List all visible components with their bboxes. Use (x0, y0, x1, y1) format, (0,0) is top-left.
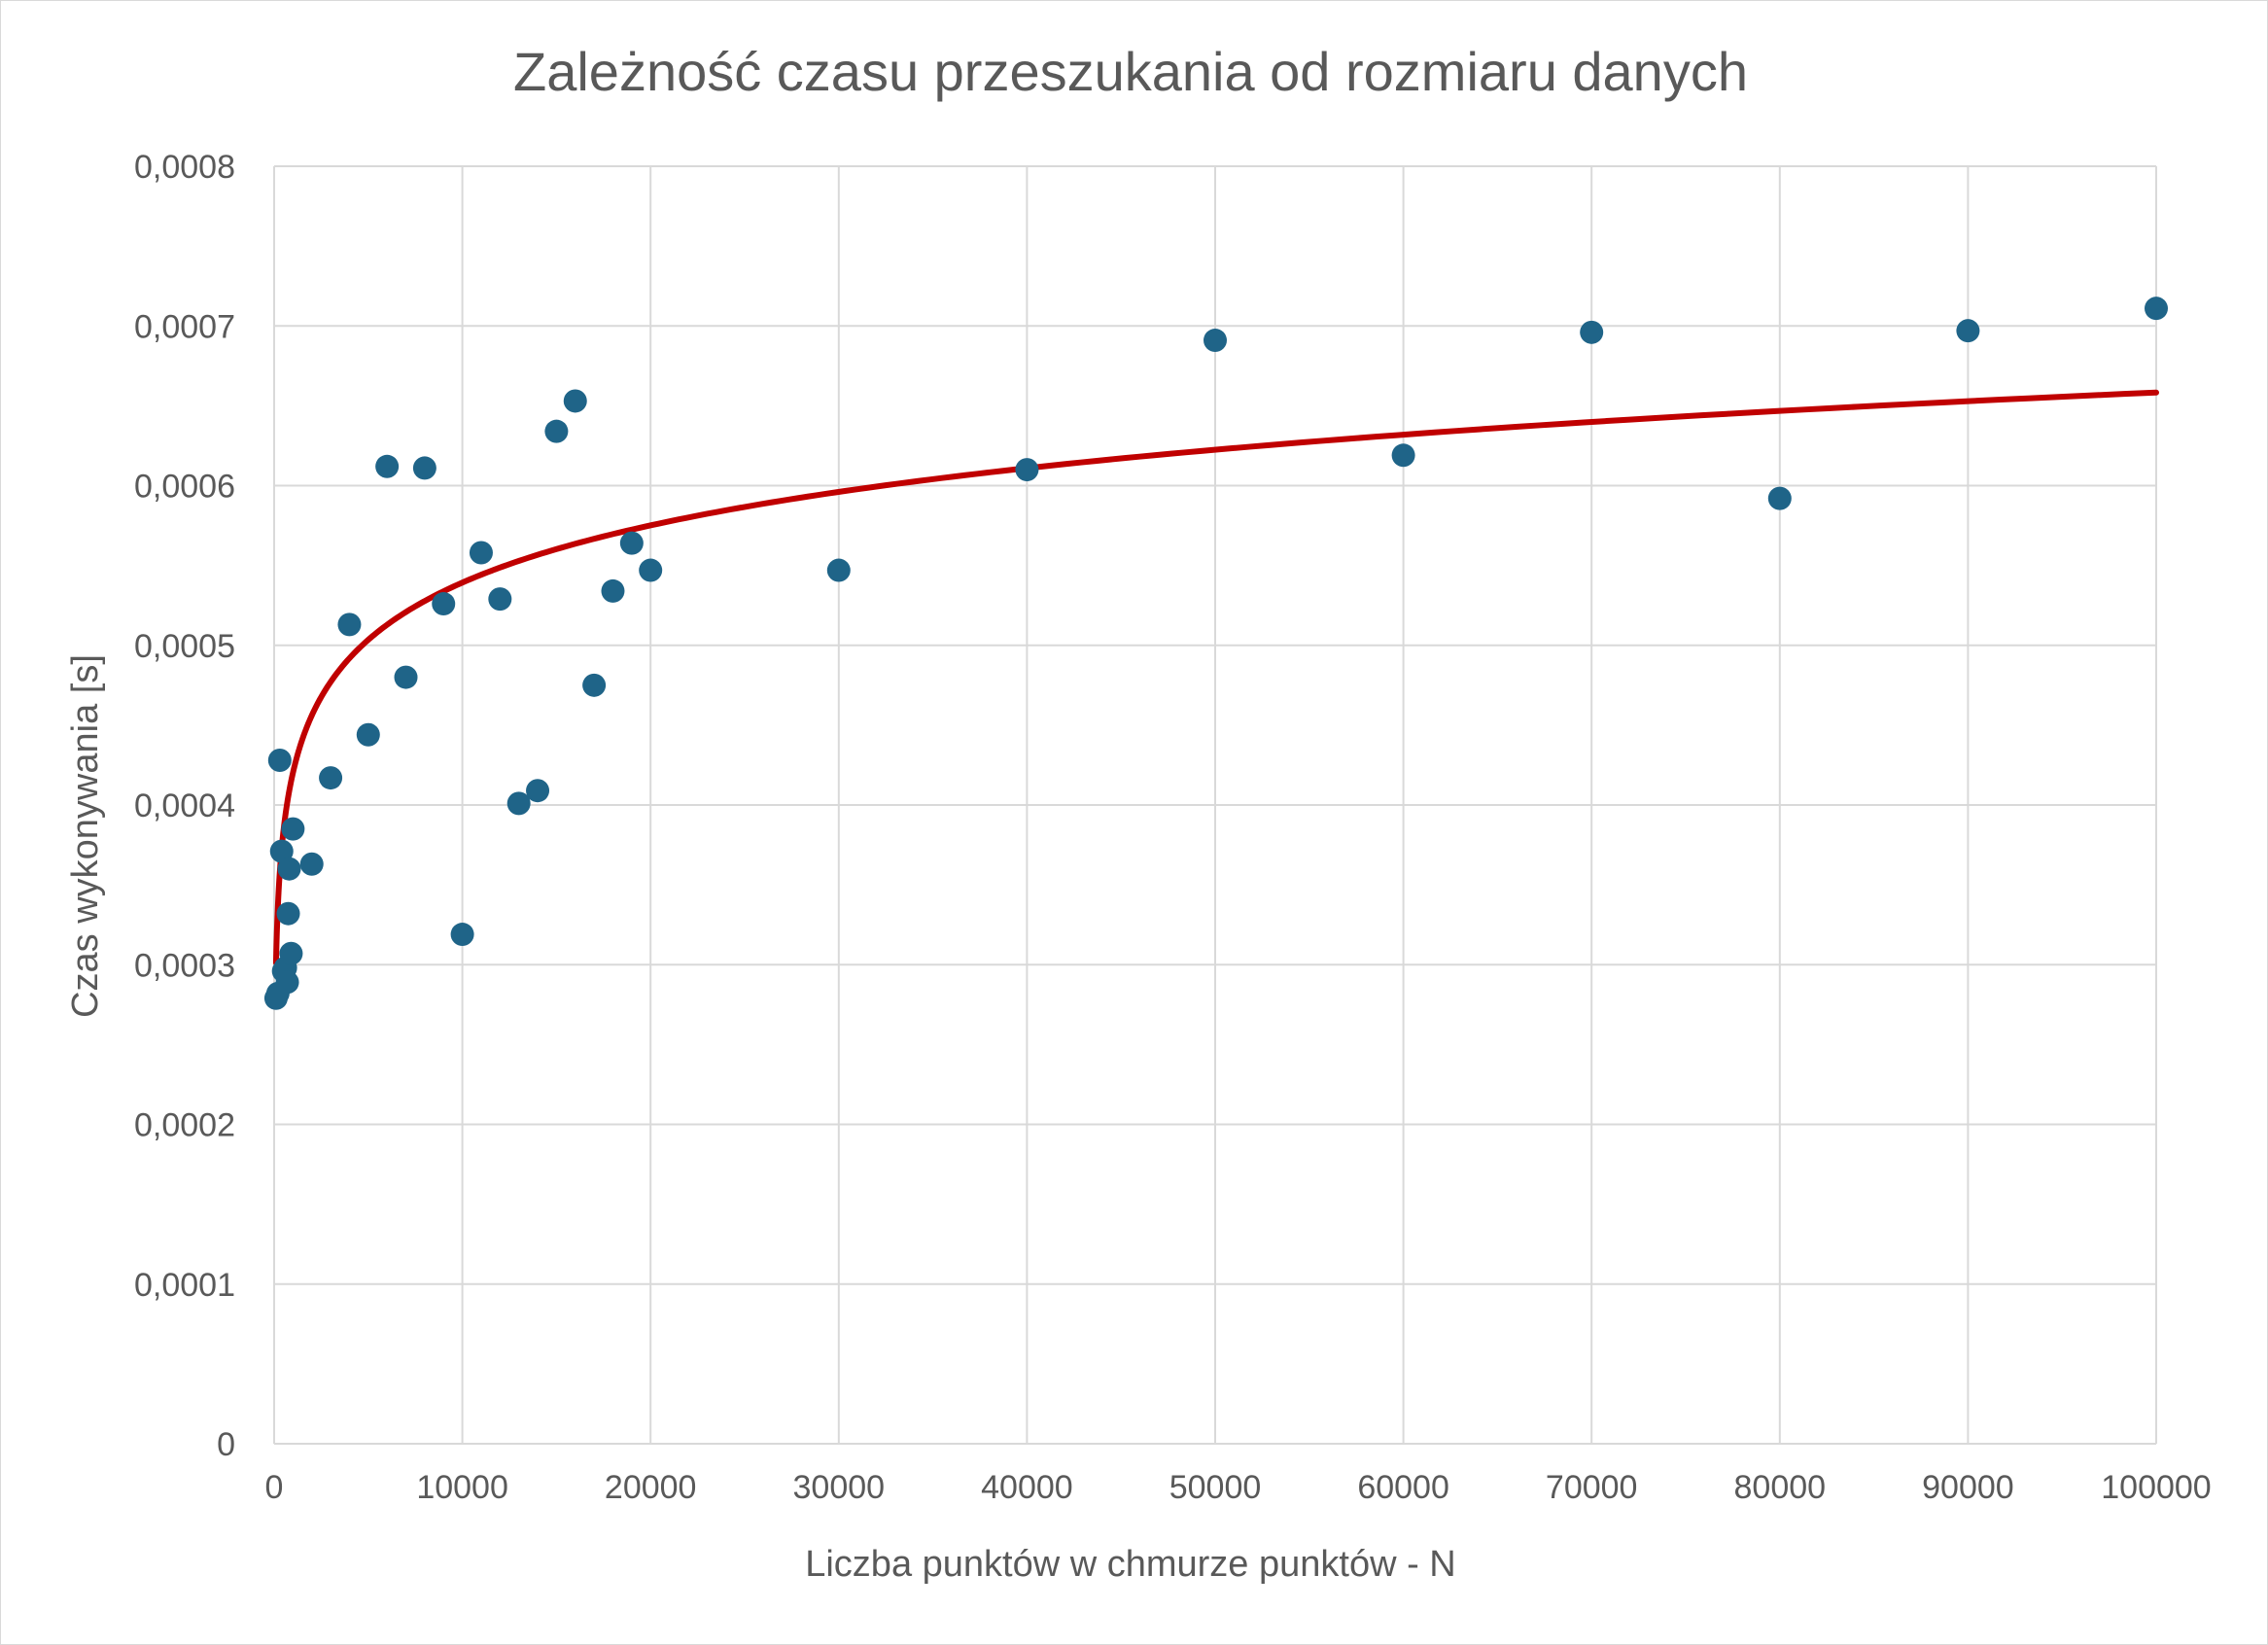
x-tick-label: 30000 (793, 1469, 886, 1506)
x-tick-label: 70000 (1546, 1469, 1638, 1506)
data-point (1015, 458, 1039, 482)
data-point (826, 558, 851, 582)
x-tick-label: 50000 (1169, 1469, 1262, 1506)
data-point (639, 558, 663, 582)
data-point (356, 722, 380, 747)
data-point (299, 852, 324, 876)
y-tick-label: 0,0007 (134, 308, 235, 345)
y-axis-ticks: 0 0,0001 0,0002 0,0003 0,0004 0,0005 0,0006 0,0… (134, 149, 235, 1463)
y-tick-label: 0,0008 (134, 149, 235, 186)
y-tick-label: 0,0001 (134, 1267, 235, 1304)
data-point (337, 612, 362, 637)
data-point (1580, 320, 1604, 344)
y-tick-label: 0,0005 (134, 628, 235, 665)
x-tick-label: 90000 (1922, 1469, 2014, 1506)
x-tick-label: 10000 (416, 1469, 508, 1506)
data-point (267, 749, 292, 773)
x-tick-label: 80000 (1734, 1469, 1827, 1506)
data-point (1391, 443, 1415, 468)
data-point (1204, 329, 1227, 353)
x-axis-ticks: 0 10000 20000 30000 40000 50000 60000 70000 8000… (265, 1469, 2212, 1506)
data-point (526, 779, 550, 803)
data-point (582, 673, 607, 697)
y-axis-title: Czas wykonywania [s] (65, 654, 106, 1018)
data-point (432, 592, 456, 616)
x-tick-label: 0 (265, 1469, 284, 1506)
y-tick-label: 0,0004 (134, 788, 235, 824)
data-point (2145, 297, 2168, 321)
data-point (1956, 319, 1980, 343)
chart-title: Zależność czasu przeszukania od rozmiaru… (513, 41, 1748, 102)
data-point (269, 839, 294, 863)
y-tick-label: 0 (217, 1426, 235, 1463)
data-point (276, 901, 300, 926)
x-tick-label: 40000 (981, 1469, 1073, 1506)
x-tick-label: 100000 (2101, 1469, 2211, 1506)
data-point (619, 531, 644, 555)
y-tick-label: 0,0003 (134, 947, 235, 984)
data-point (277, 857, 301, 881)
data-point (469, 541, 493, 565)
x-tick-label: 20000 (605, 1469, 697, 1506)
data-point (279, 941, 303, 965)
data-point (544, 419, 569, 443)
data-point (563, 389, 587, 413)
x-tick-label: 60000 (1357, 1469, 1449, 1506)
data-point (601, 578, 625, 603)
data-point (412, 456, 436, 480)
data-point (488, 587, 512, 612)
gridlines (273, 165, 2157, 1445)
data-point (1767, 486, 1792, 510)
x-axis-title: Liczba punktów w chmurze punktów - N (805, 1544, 1456, 1585)
data-point (450, 923, 474, 947)
data-point (375, 454, 400, 478)
y-tick-label: 0,0006 (134, 469, 235, 506)
data-point (281, 817, 305, 841)
data-point (319, 766, 343, 790)
y-tick-label: 0,0002 (134, 1107, 235, 1144)
data-point (275, 970, 299, 995)
data-points (263, 297, 2168, 1010)
data-point (394, 665, 418, 689)
data-point (506, 791, 531, 816)
